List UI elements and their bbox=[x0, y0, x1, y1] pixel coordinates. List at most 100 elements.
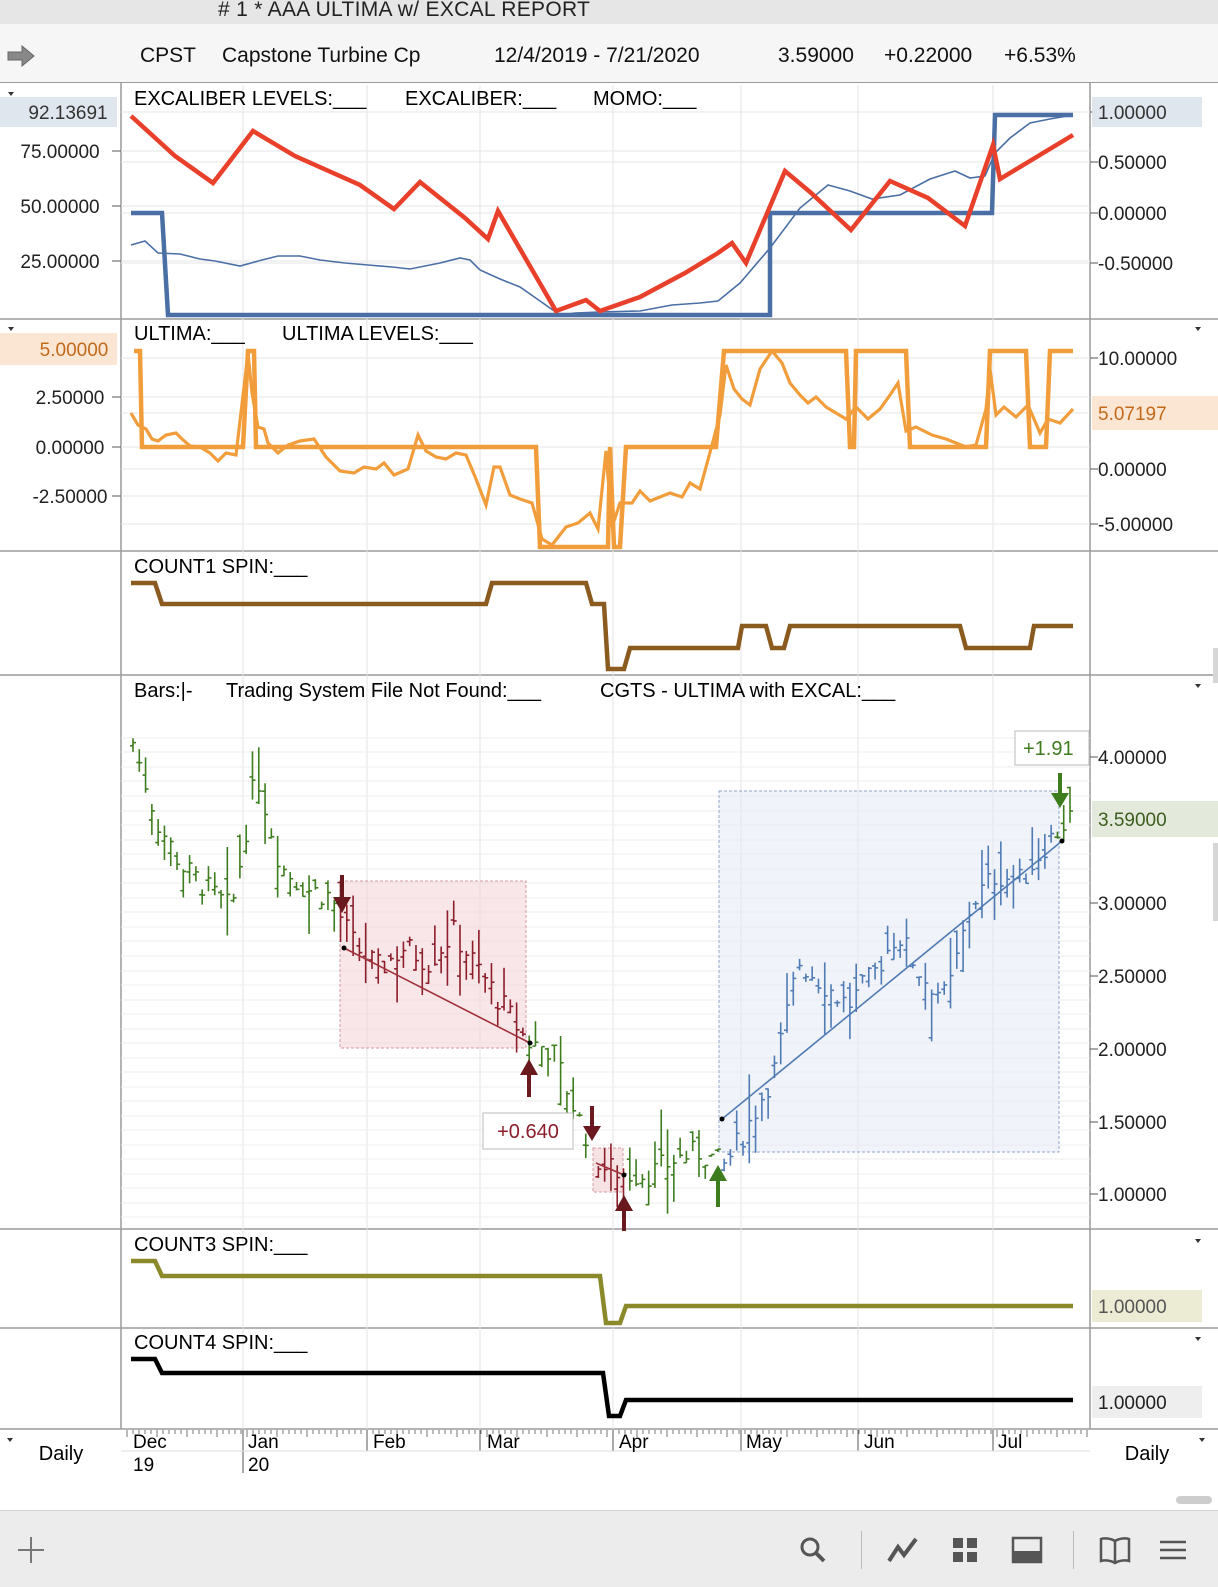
collapse-triangle-icon[interactable] bbox=[1195, 1239, 1201, 1243]
count3-line bbox=[131, 1258, 1073, 1326]
excal-left-badge: 92.13691 bbox=[28, 103, 107, 124]
price-bar bbox=[991, 869, 998, 920]
price-bar bbox=[381, 960, 388, 974]
buy-arrow-icon bbox=[615, 1195, 633, 1231]
price-bar bbox=[318, 901, 325, 910]
price-right-tick: 2.50000 bbox=[1098, 967, 1167, 988]
trade-point bbox=[527, 1040, 533, 1046]
price-bar bbox=[469, 940, 476, 980]
price-bar bbox=[306, 875, 313, 934]
price-bar bbox=[186, 855, 193, 884]
scrollbar-thumb[interactable] bbox=[1213, 843, 1218, 921]
price-bar bbox=[771, 1055, 778, 1079]
price-bar bbox=[821, 962, 828, 1034]
ultima-left-tick: -2.50000 bbox=[32, 487, 107, 508]
price-bar bbox=[343, 904, 350, 942]
price-bar bbox=[828, 984, 835, 1028]
price-bar bbox=[639, 1174, 646, 1188]
price-bar bbox=[262, 783, 269, 845]
last-price: 3.59000 bbox=[778, 44, 854, 67]
period-selector-left[interactable]: Daily bbox=[39, 1443, 83, 1465]
legend-trading-system: Trading System File Not Found:___ bbox=[226, 680, 542, 702]
price-bar bbox=[570, 1077, 577, 1119]
price-bar bbox=[941, 981, 948, 995]
period-selector-right[interactable]: Daily bbox=[1125, 1443, 1169, 1465]
count3-right-badge: 1.00000 bbox=[1098, 1297, 1167, 1318]
price-bar bbox=[689, 1131, 696, 1152]
price-change: +0.22000 bbox=[884, 44, 973, 67]
price-bar bbox=[1029, 827, 1036, 875]
x-month-label: Feb bbox=[373, 1432, 406, 1453]
price-bar bbox=[400, 941, 407, 968]
excal-right-badge-bg bbox=[1092, 97, 1202, 127]
scrollbar-thumb[interactable] bbox=[1213, 648, 1218, 683]
price-bar bbox=[972, 900, 979, 910]
collapse-triangle-icon[interactable] bbox=[8, 327, 14, 331]
count3-right-badge-bg bbox=[1092, 1290, 1202, 1322]
grid-icon[interactable] bbox=[948, 1533, 982, 1567]
count4-right-badge-bg bbox=[1092, 1386, 1202, 1418]
excal-gridlines bbox=[121, 111, 1090, 525]
price-bar bbox=[249, 751, 256, 800]
excal-right-tick: 0.00000 bbox=[1098, 204, 1167, 225]
price-bar bbox=[268, 828, 275, 839]
collapse-triangle-icon[interactable] bbox=[8, 92, 14, 96]
price-bar bbox=[846, 982, 853, 1040]
price-bar bbox=[739, 1140, 746, 1156]
ultima-right-tick: 10.00000 bbox=[1098, 349, 1177, 370]
symbol: CPST bbox=[140, 44, 197, 67]
price-bar bbox=[312, 879, 319, 890]
collapse-triangle-icon[interactable] bbox=[1195, 327, 1201, 331]
price-bar bbox=[192, 866, 199, 882]
dropdown-triangle-icon[interactable] bbox=[7, 1438, 13, 1442]
x-month-label: Jul bbox=[998, 1432, 1022, 1453]
x-month-label: Jun bbox=[864, 1432, 895, 1453]
line-chart-icon[interactable] bbox=[886, 1533, 920, 1567]
price-right-tick: 4.00000 bbox=[1098, 748, 1167, 769]
horizontal-scrollbar-thumb[interactable] bbox=[1176, 1496, 1212, 1504]
search-icon[interactable] bbox=[796, 1533, 830, 1567]
price-bar bbox=[721, 1158, 728, 1172]
book-icon[interactable] bbox=[1098, 1533, 1132, 1567]
trade-box-short bbox=[339, 880, 527, 1049]
price-bar bbox=[513, 1002, 520, 1053]
price-bar bbox=[809, 966, 816, 981]
price-bar bbox=[519, 1027, 526, 1037]
excal-panel: EXCALIBER LEVELS:___ EXCALIBER:___ MOMO:… bbox=[0, 88, 1202, 318]
plus-icon[interactable] bbox=[14, 1533, 48, 1567]
price-right-tick: 1.00000 bbox=[1098, 1185, 1167, 1206]
collapse-triangle-icon[interactable] bbox=[1195, 684, 1201, 688]
momo-line bbox=[129, 114, 1075, 314]
collapse-triangle-icon[interactable] bbox=[1195, 1337, 1201, 1341]
price-bar bbox=[324, 880, 331, 910]
price-bar bbox=[507, 999, 514, 1014]
x-month-label: May bbox=[746, 1432, 782, 1453]
ultima-left-badge-bg bbox=[0, 333, 117, 365]
trade-label-box bbox=[1014, 730, 1090, 766]
x-minor-ticks bbox=[126, 1430, 1088, 1437]
count4-panel: COUNT4 SPIN:___ 1.00000 bbox=[131, 1332, 1202, 1419]
price-bar bbox=[777, 1022, 784, 1065]
price-bar bbox=[199, 889, 206, 905]
x-year-label: 19 bbox=[133, 1455, 154, 1476]
price-bar bbox=[488, 963, 495, 1005]
price-bar bbox=[482, 973, 489, 993]
price-bar bbox=[557, 1036, 564, 1106]
price-bar bbox=[664, 1129, 671, 1214]
chart-area[interactable]: EXCALIBER LEVELS:___ EXCALIBER:___ MOMO:… bbox=[0, 83, 1218, 1510]
price-bar bbox=[765, 1088, 772, 1119]
window-title: # 1 * AAA ULTIMA w/ EXCAL REPORT bbox=[218, 0, 591, 21]
forward-arrow-icon[interactable] bbox=[6, 45, 36, 67]
window-titlebar: # 1 * AAA ULTIMA w/ EXCAL REPORT bbox=[0, 0, 1218, 25]
price-bar bbox=[582, 1133, 589, 1159]
price-bar bbox=[601, 1148, 608, 1182]
price-bar bbox=[274, 835, 281, 898]
ultima-left-tick: 0.00000 bbox=[36, 438, 105, 459]
price-right-tick: 2.00000 bbox=[1098, 1040, 1167, 1061]
price-bar bbox=[595, 1166, 602, 1179]
price-bar bbox=[551, 1044, 558, 1062]
panel-icon[interactable] bbox=[1010, 1533, 1044, 1567]
dropdown-triangle-icon[interactable] bbox=[1199, 1438, 1205, 1442]
menu-icon[interactable] bbox=[1156, 1533, 1190, 1567]
price-bar bbox=[928, 989, 935, 1042]
